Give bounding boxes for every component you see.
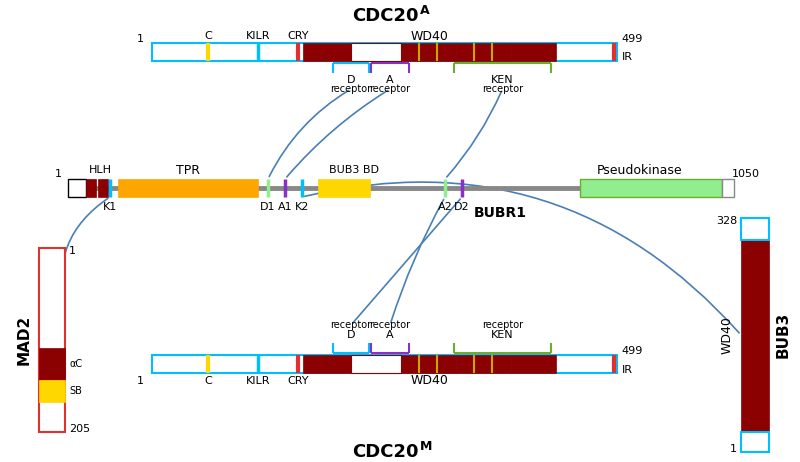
Text: CDC20: CDC20 — [352, 7, 418, 25]
Bar — [722, 179, 734, 197]
Bar — [118, 179, 258, 197]
Bar — [39, 380, 65, 402]
Text: D1: D1 — [260, 202, 276, 212]
Text: D: D — [346, 75, 355, 85]
Text: C: C — [204, 31, 212, 41]
Text: CRY: CRY — [287, 31, 309, 41]
Text: SB: SB — [69, 386, 82, 396]
Text: BUB3 BD: BUB3 BD — [329, 165, 379, 175]
Text: MAD2: MAD2 — [17, 315, 31, 365]
Text: αC: αC — [69, 359, 82, 369]
Text: WD40: WD40 — [410, 30, 449, 43]
Text: C: C — [204, 376, 212, 386]
Text: Pseudokinase: Pseudokinase — [597, 164, 683, 176]
Text: D2: D2 — [454, 202, 470, 212]
Bar — [152, 43, 617, 61]
Text: KILR: KILR — [246, 376, 270, 386]
Bar — [152, 355, 617, 373]
Text: receptor: receptor — [482, 84, 523, 94]
Text: KILR: KILR — [246, 31, 270, 41]
Text: IR: IR — [622, 365, 633, 375]
Text: BUBR1: BUBR1 — [474, 206, 526, 220]
Text: 1: 1 — [137, 376, 143, 386]
Text: A: A — [420, 5, 430, 18]
Text: 1: 1 — [69, 246, 76, 256]
Text: 499: 499 — [621, 34, 642, 44]
Text: WD40: WD40 — [721, 316, 734, 354]
Text: receptor: receptor — [330, 320, 371, 330]
Text: KEN: KEN — [491, 75, 514, 85]
Bar — [303, 43, 351, 61]
Bar — [303, 355, 351, 373]
Bar — [741, 218, 769, 240]
Bar — [401, 355, 456, 373]
Bar — [511, 43, 556, 61]
Text: receptor: receptor — [370, 84, 410, 94]
Text: A2: A2 — [438, 202, 452, 212]
Bar — [318, 179, 370, 197]
Text: A1: A1 — [278, 202, 292, 212]
Text: A: A — [386, 75, 394, 85]
Bar — [511, 355, 556, 373]
Bar — [39, 248, 65, 432]
Text: CRY: CRY — [287, 376, 309, 386]
Text: receptor: receptor — [330, 84, 371, 94]
Text: D: D — [346, 330, 355, 340]
Bar — [456, 355, 511, 373]
Text: CDC20: CDC20 — [352, 443, 418, 461]
Text: KEN: KEN — [491, 330, 514, 340]
Text: BUB3: BUB3 — [775, 312, 790, 358]
Text: A: A — [386, 330, 394, 340]
Text: HLH: HLH — [89, 165, 111, 175]
Text: receptor: receptor — [370, 320, 410, 330]
Text: WD40: WD40 — [410, 375, 449, 388]
Text: IR: IR — [622, 52, 633, 62]
Bar — [98, 179, 108, 197]
Bar — [86, 179, 96, 197]
Bar — [351, 43, 401, 61]
Text: 1050: 1050 — [732, 169, 760, 179]
Text: K2: K2 — [295, 202, 309, 212]
Bar — [456, 43, 511, 61]
Text: M: M — [420, 440, 432, 454]
Text: receptor: receptor — [482, 320, 523, 330]
Text: 1: 1 — [55, 169, 62, 179]
Text: 328: 328 — [716, 216, 737, 226]
Text: 1: 1 — [730, 444, 737, 454]
Bar — [401, 43, 456, 61]
Bar — [741, 240, 769, 432]
Text: 205: 205 — [69, 424, 90, 434]
Bar — [351, 355, 401, 373]
Bar — [580, 179, 722, 197]
Bar — [39, 348, 65, 380]
Text: 1: 1 — [137, 34, 143, 44]
Text: TPR: TPR — [176, 164, 200, 176]
Text: K1: K1 — [103, 202, 117, 212]
Bar — [741, 432, 769, 452]
Bar — [68, 179, 86, 197]
Text: 499: 499 — [621, 346, 642, 356]
